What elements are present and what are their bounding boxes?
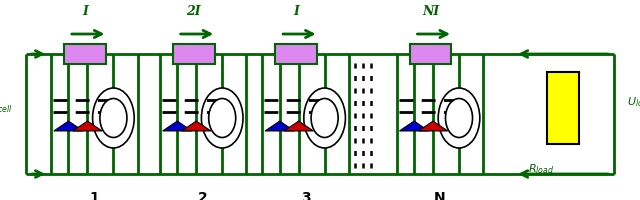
Polygon shape xyxy=(163,121,192,131)
Polygon shape xyxy=(73,121,102,131)
Ellipse shape xyxy=(311,98,338,138)
Bar xyxy=(410,44,451,64)
Text: $U_{cell}$: $U_{cell}$ xyxy=(0,101,13,115)
Polygon shape xyxy=(419,121,448,131)
Bar xyxy=(547,72,579,144)
Text: 2I: 2I xyxy=(186,5,201,18)
Polygon shape xyxy=(182,121,211,131)
Ellipse shape xyxy=(445,98,472,138)
Text: NI: NI xyxy=(422,5,439,18)
Ellipse shape xyxy=(209,98,236,138)
Text: 1: 1 xyxy=(90,191,99,200)
Polygon shape xyxy=(399,121,429,131)
Polygon shape xyxy=(265,121,294,131)
Ellipse shape xyxy=(304,88,346,148)
Text: 3: 3 xyxy=(301,191,310,200)
Text: 2: 2 xyxy=(198,191,208,200)
Bar xyxy=(275,44,317,64)
Text: N: N xyxy=(434,191,446,200)
Bar xyxy=(173,44,214,64)
Ellipse shape xyxy=(100,98,127,138)
Bar xyxy=(64,44,106,64)
Ellipse shape xyxy=(438,88,480,148)
Polygon shape xyxy=(284,121,314,131)
Ellipse shape xyxy=(93,88,134,148)
Polygon shape xyxy=(54,121,83,131)
Text: $U_{load}$: $U_{load}$ xyxy=(627,95,640,109)
Text: I: I xyxy=(293,5,299,18)
Text: $R_{load}$: $R_{load}$ xyxy=(527,162,554,176)
Ellipse shape xyxy=(202,88,243,148)
Text: I: I xyxy=(82,5,88,18)
